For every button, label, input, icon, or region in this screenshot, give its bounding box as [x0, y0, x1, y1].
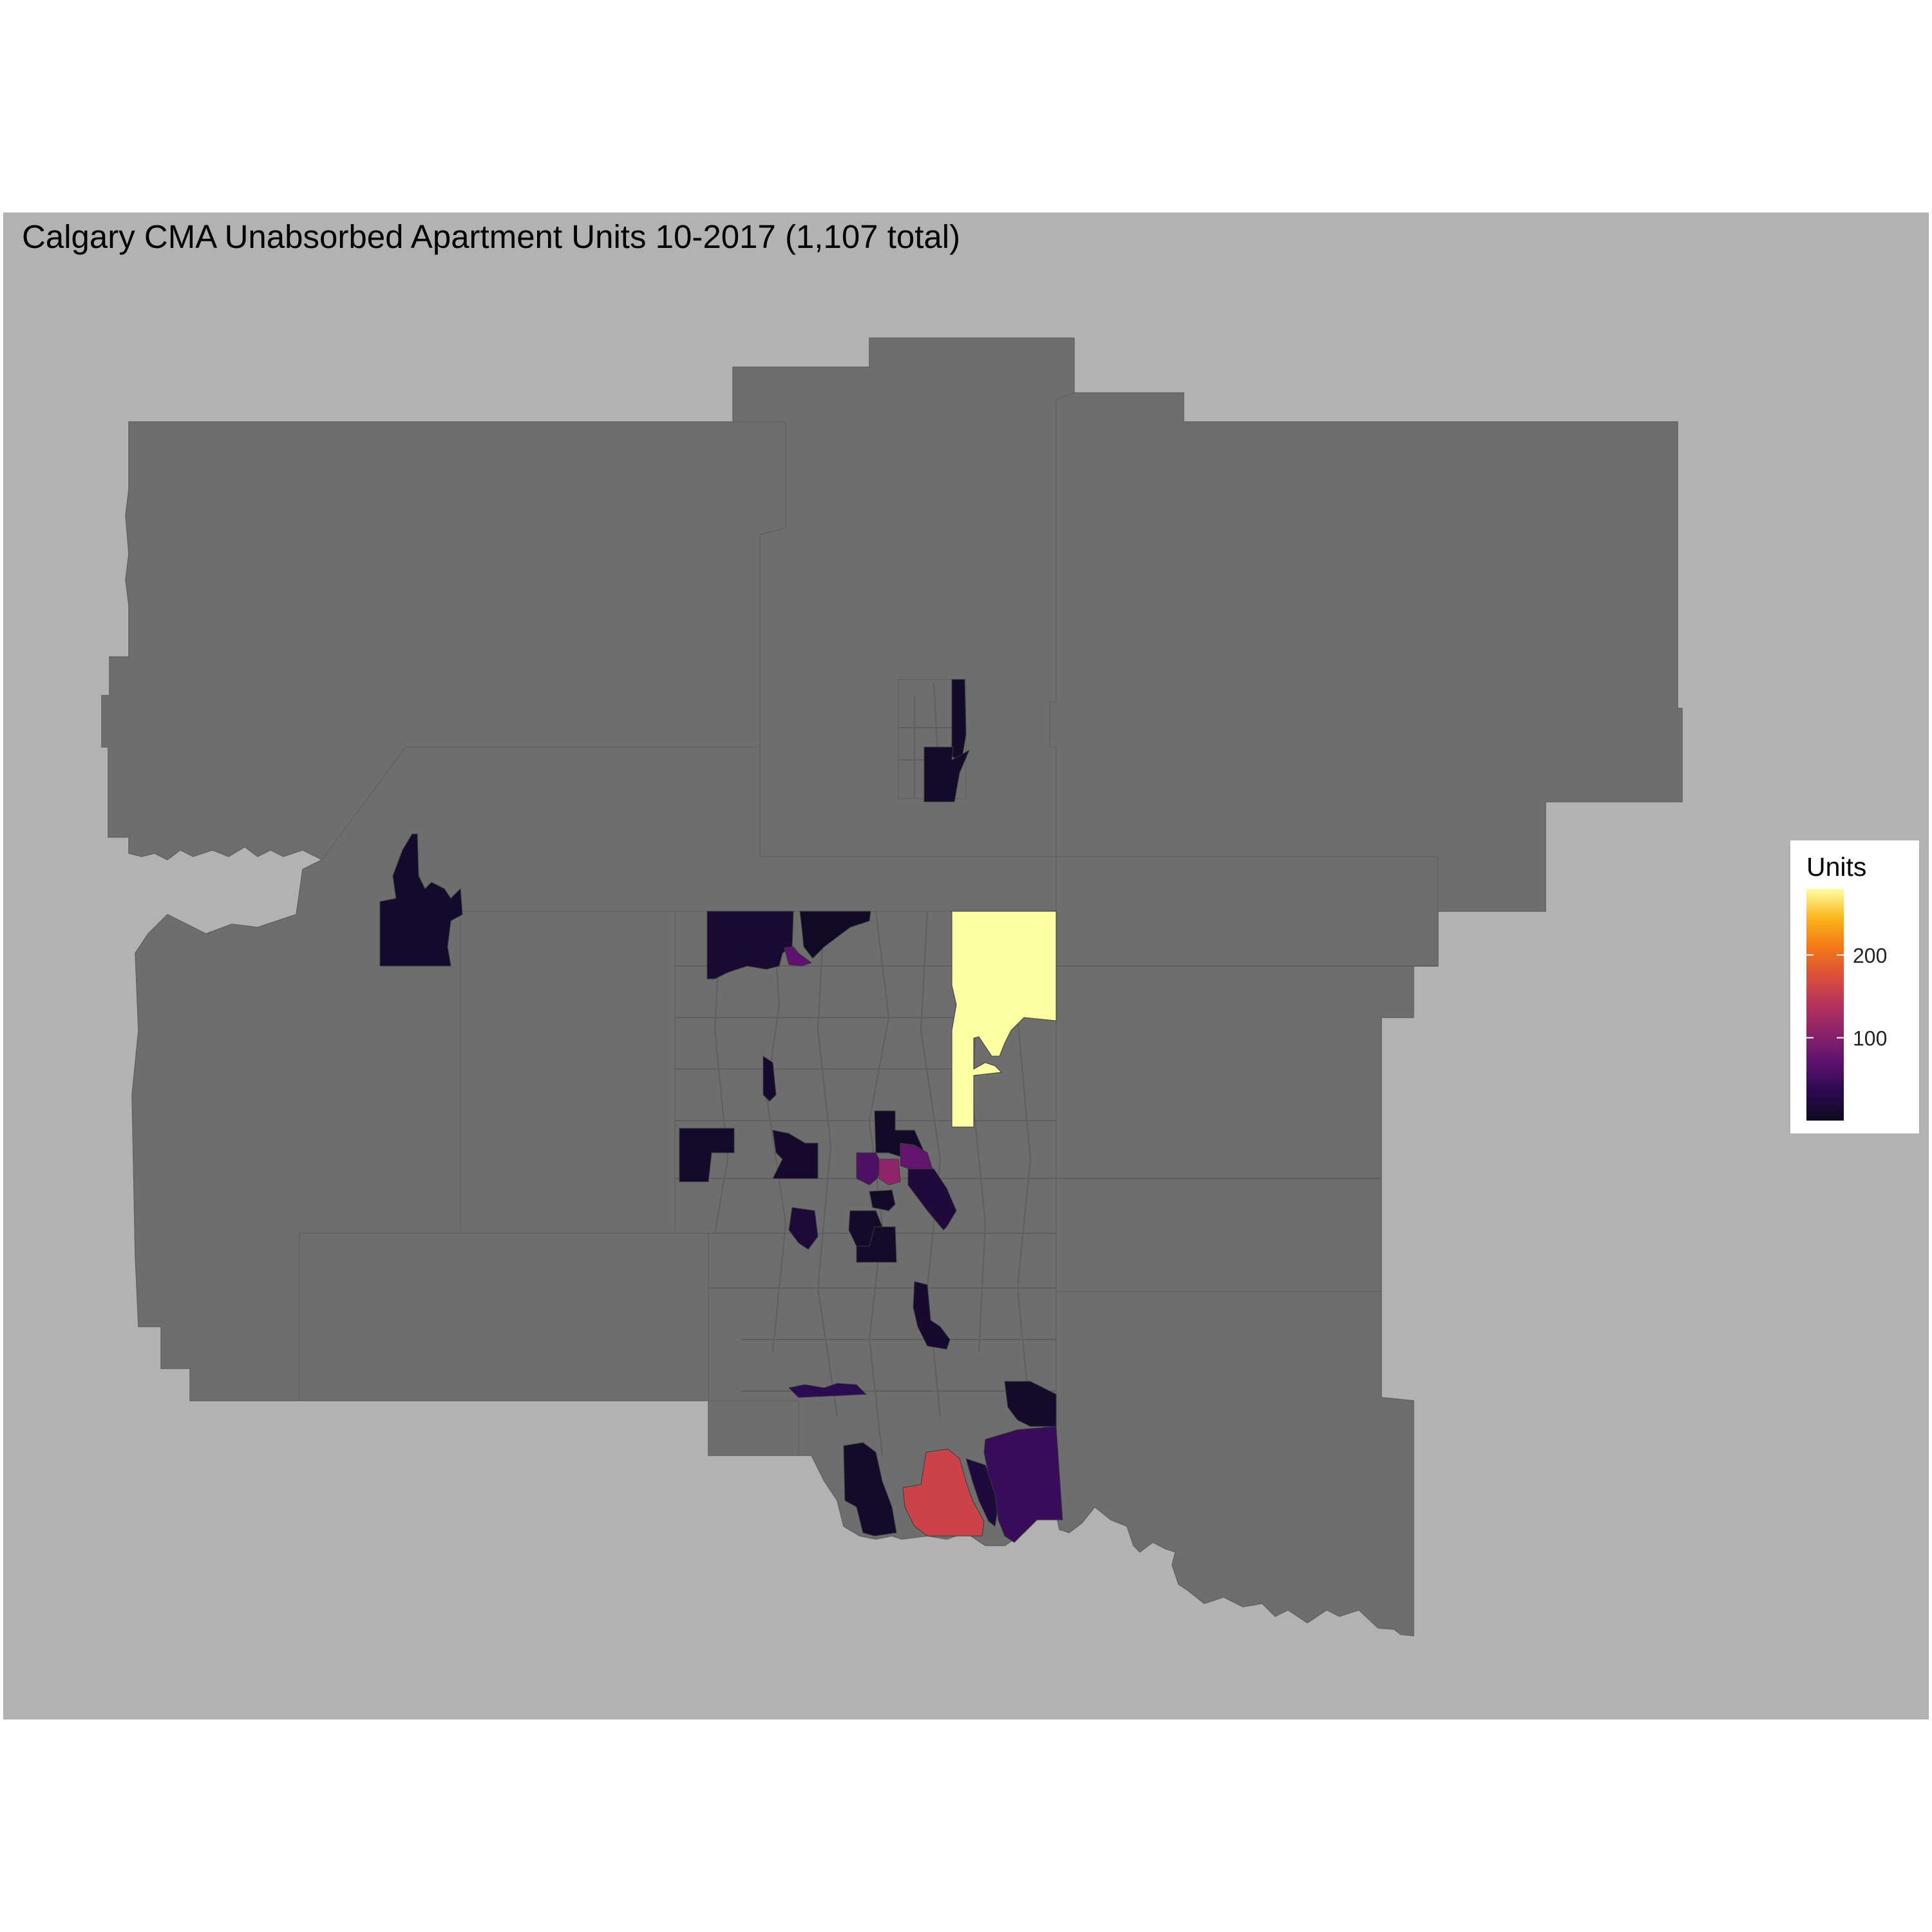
map-title: Calgary CMA Unabsorbed Apartment Units 1… — [22, 218, 960, 255]
tract-southeast-small-b — [1004, 1381, 1057, 1427]
tract-north-block — [923, 746, 971, 802]
region-west-central — [460, 911, 676, 1234]
legend-ticks: 100 200 — [1806, 944, 1887, 1050]
tract-central-mid — [772, 1130, 819, 1179]
legend-colorbar — [1806, 889, 1844, 1121]
legend-title: Units — [1806, 852, 1866, 882]
region-southeast — [1056, 1291, 1414, 1636]
tract-downtown-b — [856, 1152, 883, 1186]
tract-south-central-c — [869, 1189, 896, 1211]
region-northeast — [1049, 392, 1683, 912]
tract-central-sliver — [762, 1056, 777, 1102]
tract-northeast-large — [951, 911, 1057, 1128]
tract-far-south-red — [902, 1448, 985, 1537]
tract-downtown-c — [878, 1159, 901, 1186]
tract-north-central-a — [706, 911, 794, 980]
tract-north-central-c — [799, 911, 871, 959]
legend: Units 100 200 — [1790, 840, 1919, 1133]
legend-tick-label: 200 — [1853, 944, 1887, 967]
tract-central-left — [679, 1128, 735, 1182]
tract-south-central-a — [788, 1207, 819, 1250]
filled-tracts — [379, 679, 1063, 1543]
tract-far-south-purple — [983, 1426, 1063, 1543]
tract-downtown-e — [907, 1168, 957, 1231]
tract-far-south-west — [843, 1442, 897, 1537]
legend-tick-label: 100 — [1853, 1027, 1887, 1050]
tract-north-central-b — [784, 946, 813, 967]
tract-north-strip — [951, 679, 967, 761]
region-east — [1056, 856, 1439, 1292]
tract-southeast-small — [913, 1281, 951, 1350]
tract-west-cluster — [379, 833, 463, 967]
tract-south-mid — [856, 1226, 897, 1263]
tract-south-band — [788, 1383, 867, 1398]
